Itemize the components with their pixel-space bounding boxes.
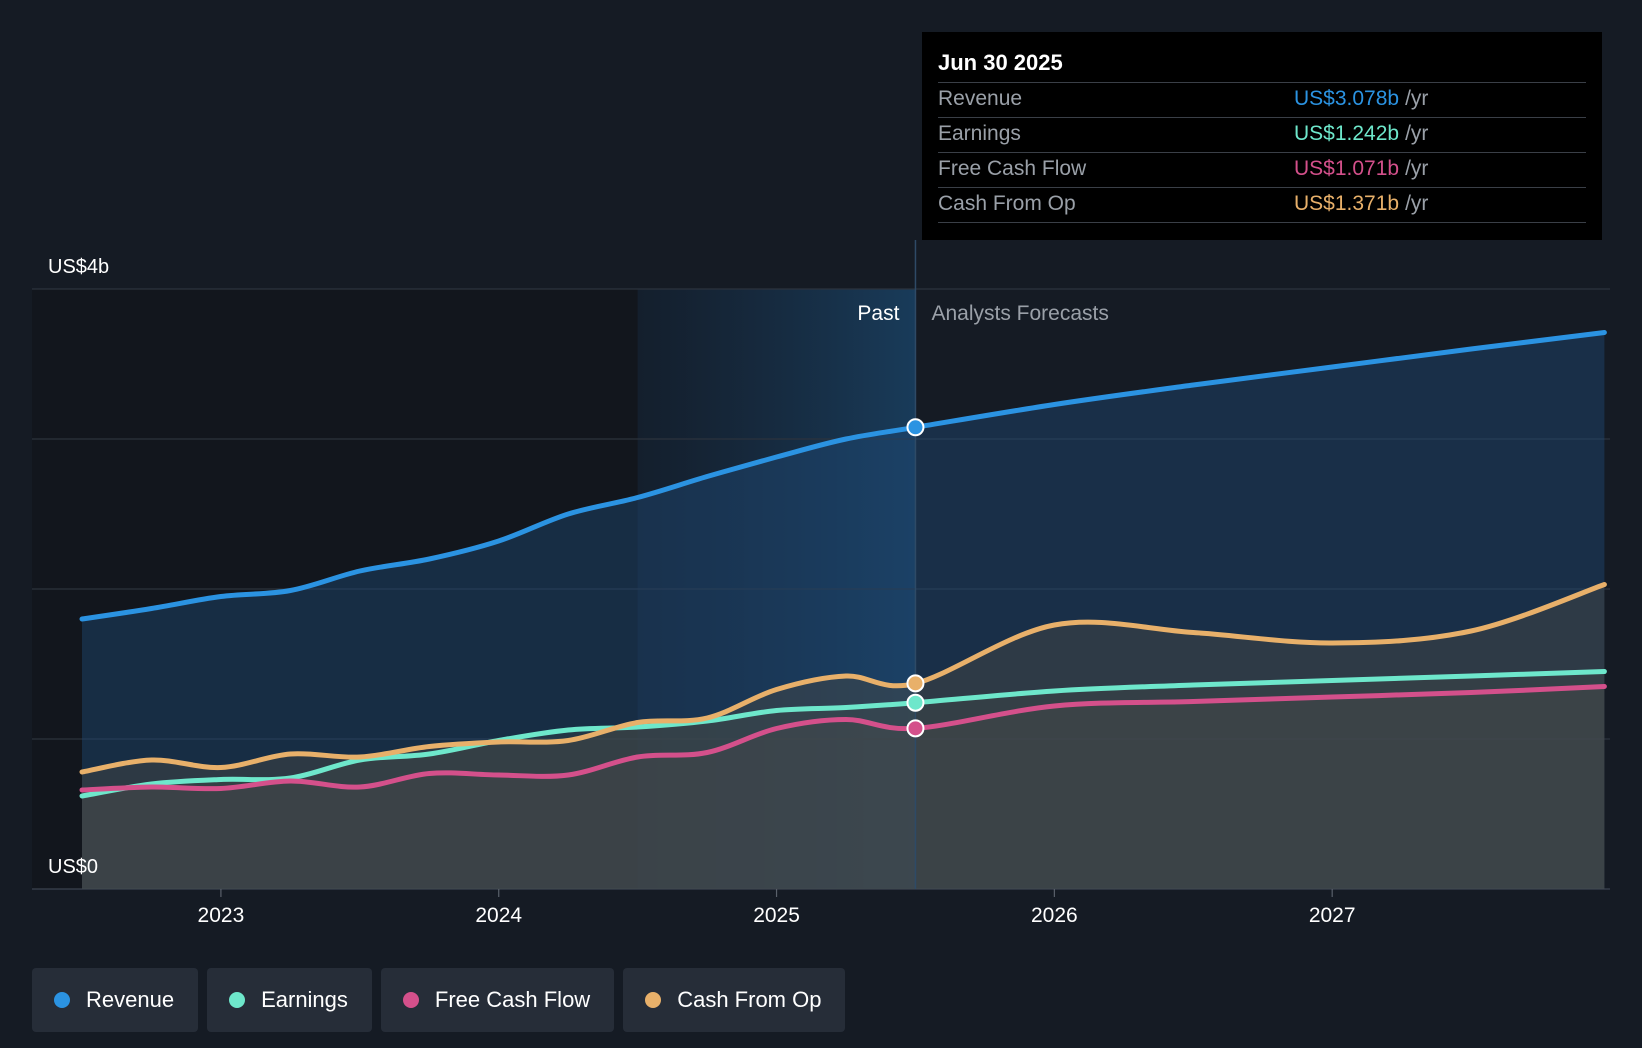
cfo-marker[interactable] bbox=[906, 674, 925, 693]
legend-label: Cash From Op bbox=[677, 987, 822, 1012]
x-axis-ticks: 2023 2024 2025 2026 2027 bbox=[198, 889, 1356, 927]
y-axis-bottom-label: US$0 bbox=[48, 856, 98, 878]
revenue-line bbox=[79, 330, 1607, 622]
fcf-line bbox=[79, 684, 1607, 793]
x-tick-label: 2024 bbox=[475, 904, 522, 927]
cash-from-op-dot-icon bbox=[645, 992, 662, 1008]
past-label: Past bbox=[857, 302, 899, 325]
series-lines bbox=[79, 330, 1607, 799]
x-tick-label: 2023 bbox=[198, 904, 245, 927]
tooltip-row-value: US$1.071b/yr bbox=[1294, 157, 1429, 180]
revenue-dot-icon bbox=[54, 992, 70, 1008]
legend-item-earnings[interactable]: Earnings bbox=[207, 968, 372, 1032]
legend-item-cash-from-op[interactable]: Cash From Op bbox=[623, 968, 846, 1032]
legend-label: Free Cash Flow bbox=[434, 987, 591, 1012]
fcf-marker[interactable] bbox=[906, 719, 925, 738]
earnings-line bbox=[79, 669, 1607, 799]
tooltip-row-value: US$1.242b/yr bbox=[1294, 122, 1429, 145]
hover-markers bbox=[906, 418, 925, 738]
legend-label: Revenue bbox=[86, 987, 175, 1012]
legend-item-free-cash-flow[interactable]: Free Cash Flow bbox=[380, 968, 615, 1032]
x-tick-label: 2026 bbox=[1031, 904, 1078, 927]
cfo-line bbox=[79, 582, 1607, 775]
free-cash-flow-dot-icon bbox=[402, 992, 419, 1008]
forecast-label: Analysts Forecasts bbox=[931, 302, 1108, 325]
earnings-dot-icon bbox=[229, 992, 246, 1008]
tooltip-row-value: US$3.078b/yr bbox=[1294, 87, 1429, 110]
tooltip-row-label: Revenue bbox=[938, 87, 1023, 110]
tooltip-row-revenue: Revenue US$3.078b/yr bbox=[938, 82, 1586, 117]
x-tick-label: 2027 bbox=[1309, 904, 1356, 927]
fcf-area bbox=[82, 686, 1605, 889]
tooltip-row-label: Earnings bbox=[938, 122, 1021, 145]
tooltip-row-label: Free Cash Flow bbox=[938, 157, 1087, 180]
tooltip-row-value: US$1.371b/yr bbox=[1294, 192, 1429, 215]
tooltip-panel: Jun 30 2025 Revenue US$3.078b/yr Earning… bbox=[922, 32, 1602, 240]
tooltip-table: Revenue US$3.078b/yr Earnings US$1.242b /… bbox=[938, 82, 1586, 223]
legend-label: Earnings bbox=[261, 987, 348, 1012]
tooltip-row-cash-from-op: Cash From Op US$1.371b/yr bbox=[938, 187, 1586, 223]
tooltip-date: Jun 30 2025 bbox=[938, 50, 1063, 75]
y-axis-top-label: US$4b bbox=[48, 256, 109, 278]
tooltip-row-free-cash-flow: Free Cash Flow US$1.071b/yr bbox=[938, 152, 1586, 187]
earnings-area bbox=[82, 671, 1605, 889]
tooltip-row-earnings: Earnings US$1.242b/yr bbox=[938, 117, 1586, 152]
gridlines bbox=[32, 288, 1610, 890]
legend-item-revenue[interactable]: Revenue bbox=[32, 968, 199, 1032]
earnings-marker[interactable] bbox=[906, 693, 925, 712]
cfo-area bbox=[82, 584, 1605, 889]
tooltip-row-label: Cash From Op bbox=[938, 192, 1076, 215]
chart-canvas: Past Analysts Forecasts US$4b US$0 2023 2… bbox=[32, 240, 1610, 927]
revenue-marker[interactable] bbox=[906, 418, 925, 437]
x-tick-label: 2025 bbox=[753, 904, 800, 927]
legend: Revenue Earnings Free Cash Flow Cash Fro… bbox=[32, 968, 846, 1032]
